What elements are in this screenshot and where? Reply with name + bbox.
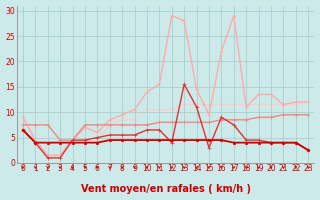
X-axis label: Vent moyen/en rafales ( km/h ): Vent moyen/en rafales ( km/h ) (81, 184, 251, 194)
